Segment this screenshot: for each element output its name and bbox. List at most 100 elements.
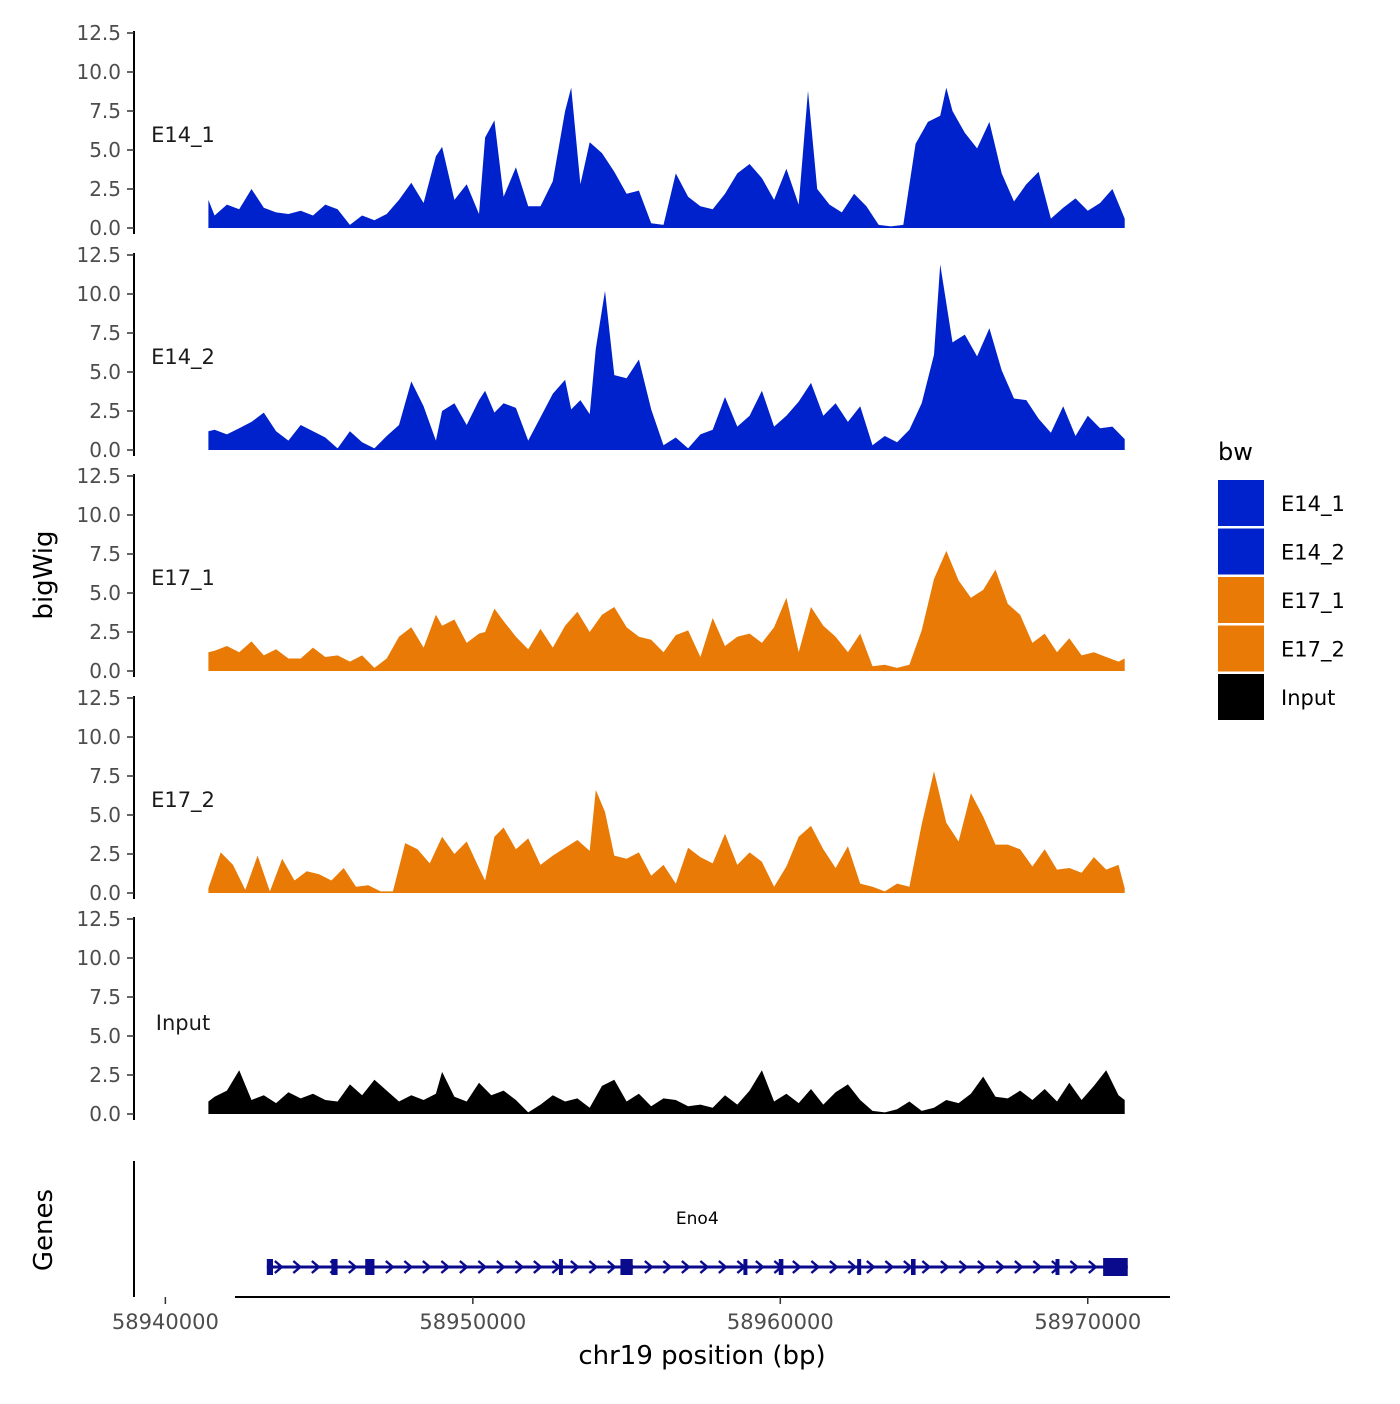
legend-label: E17_2: [1281, 638, 1345, 663]
gene-exon: [1055, 1259, 1060, 1275]
strand-arrow-icon: [847, 1260, 858, 1274]
strand-arrow-icon: [662, 1260, 673, 1274]
track-E17_2: 0.0 2.5 5.0 7.5 10.0 12.5 E17_2: [76, 686, 1125, 905]
genes-track: Eno4: [133, 1161, 1128, 1297]
y-axis-title: bigWig: [29, 530, 59, 619]
y-tick-label: 12.5: [76, 907, 121, 931]
legend-label: E14_1: [1281, 492, 1345, 517]
y-tick-label: 10.0: [76, 725, 121, 749]
x-tick-label: 58960000: [727, 1310, 834, 1334]
y-tick-label: 5.0: [89, 360, 121, 384]
legend-swatch: [1218, 528, 1264, 575]
y-tick-label: 7.5: [89, 985, 121, 1009]
gene-exon: [743, 1259, 748, 1275]
strand-arrow-icon: [644, 1260, 654, 1274]
track-label: E17_2: [151, 788, 215, 813]
strand-arrow-icon: [995, 1260, 1006, 1274]
strand-arrow-icon: [440, 1260, 451, 1274]
gene-exon: [620, 1259, 633, 1275]
y-tick-label: 12.5: [76, 686, 121, 710]
strand-arrow-icon: [1014, 1260, 1024, 1274]
strand-arrow-icon: [403, 1260, 414, 1274]
y-tick-label: 2.5: [89, 177, 121, 201]
strand-arrow-icon: [1069, 1260, 1080, 1274]
strand-arrow-icon: [311, 1260, 321, 1274]
strand-arrow-icon: [755, 1260, 765, 1274]
track-label: Input: [156, 1011, 210, 1035]
y-tick-label: 2.5: [89, 399, 121, 423]
strand-arrow-icon: [866, 1260, 876, 1274]
strand-arrow-icon: [903, 1260, 913, 1274]
strand-arrow-icon: [477, 1260, 488, 1274]
coverage-area-Input: [208, 1070, 1125, 1114]
legend-swatch: [1218, 480, 1264, 526]
genes-track-title: Genes: [29, 1189, 59, 1271]
strand-arrow-icon: [496, 1260, 506, 1274]
y-tick-label: 7.5: [89, 321, 121, 345]
y-tick-label: 0.0: [89, 881, 121, 905]
legend-swatch: [1218, 577, 1264, 623]
x-axis: 58940000 58950000 58960000 58970000: [112, 1296, 1170, 1334]
strand-arrow-icon: [792, 1260, 802, 1274]
y-tick-label: 7.5: [89, 99, 121, 123]
y-tick-label: 5.0: [89, 803, 121, 827]
gene-exon: [857, 1259, 862, 1275]
y-tick-label: 7.5: [89, 542, 121, 566]
track-E17_1: 0.0 2.5 5.0 7.5 10.0 12.5 E17_1: [76, 464, 1125, 683]
strand-arrow-icon: [810, 1260, 821, 1274]
gene-exon: [1103, 1258, 1128, 1276]
y-tick-label: 10.0: [76, 60, 121, 84]
legend: bw E14_1 E14_2 E17_1 E17_2 Input: [1218, 438, 1345, 720]
y-tick-label: 5.0: [89, 581, 121, 605]
strand-arrow-icon: [718, 1260, 728, 1274]
strand-arrow-icon: [422, 1260, 432, 1274]
coverage-area-E14_1: [208, 87, 1125, 228]
track-label: E17_1: [151, 566, 215, 591]
strand-arrow-icon: [958, 1260, 969, 1274]
strand-arrow-icon: [1032, 1260, 1043, 1274]
x-tick-label: 58970000: [1034, 1310, 1141, 1334]
track-E14_2: 0.0 2.5 5.0 7.5 10.0 12.5 E14_2: [76, 243, 1125, 462]
y-tick-label: 10.0: [76, 946, 121, 970]
strand-arrow-icon: [514, 1260, 525, 1274]
y-tick-label: 12.5: [76, 464, 121, 488]
track-Input: 0.0 2.5 5.0 7.5 10.0 12.5 Input: [76, 907, 1125, 1126]
y-tick-label: 0.0: [89, 659, 121, 683]
strand-arrow-icon: [588, 1260, 599, 1274]
legend-title: bw: [1218, 438, 1253, 466]
strand-arrow-icon: [699, 1260, 710, 1274]
gene-exon: [365, 1259, 375, 1275]
legend-label: E17_1: [1281, 589, 1345, 614]
coverage-area-E14_2: [208, 264, 1125, 450]
strand-arrow-icon: [385, 1260, 395, 1274]
legend-label: E14_2: [1281, 541, 1345, 566]
y-tick-label: 10.0: [76, 282, 121, 306]
y-tick-label: 0.0: [89, 438, 121, 462]
gene-name-label: Eno4: [676, 1209, 719, 1229]
strand-arrow-icon: [274, 1260, 284, 1274]
x-axis-title: chr19 position (bp): [578, 1341, 825, 1371]
strand-arrow-icon: [570, 1260, 580, 1274]
strand-arrow-icon: [1088, 1260, 1098, 1274]
strand-arrow-icon: [829, 1260, 839, 1274]
x-tick-label: 58950000: [419, 1310, 526, 1334]
strand-arrow-icon: [884, 1260, 895, 1274]
strand-arrow-icon: [459, 1260, 469, 1274]
track-E14_1: 0.0 2.5 5.0 7.5 10.0 12.5 E14_1: [76, 21, 1125, 240]
y-tick-label: 2.5: [89, 842, 121, 866]
y-tick-label: 12.5: [76, 243, 121, 267]
strand-arrow-icon: [921, 1260, 932, 1274]
legend-label: Input: [1281, 686, 1335, 710]
y-tick-label: 2.5: [89, 1063, 121, 1087]
y-tick-label: 2.5: [89, 620, 121, 644]
coverage-area-E17_2: [208, 771, 1125, 893]
strand-arrow-icon: [977, 1260, 987, 1274]
legend-swatch: [1218, 674, 1264, 720]
y-tick-label: 5.0: [89, 138, 121, 162]
y-tick-label: 7.5: [89, 764, 121, 788]
y-tick-label: 10.0: [76, 503, 121, 527]
gene-exon: [266, 1259, 273, 1275]
strand-arrow-icon: [348, 1260, 358, 1274]
